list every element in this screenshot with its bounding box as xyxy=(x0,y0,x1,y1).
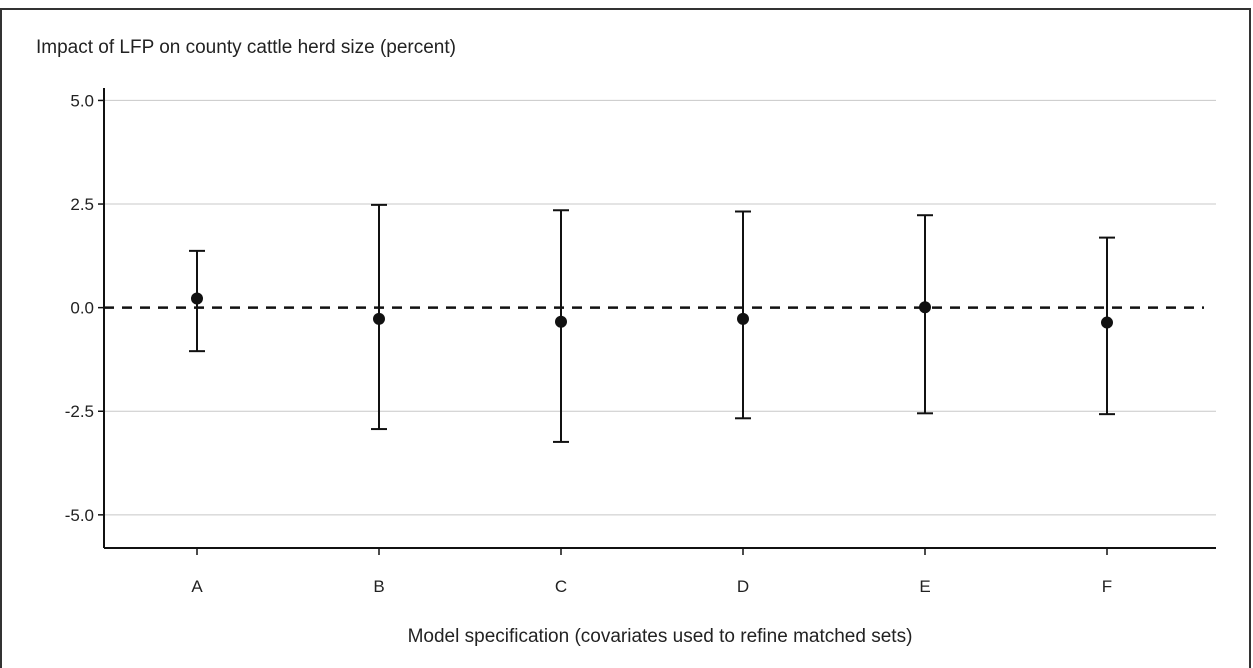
y-tick-label: 5.0 xyxy=(70,91,94,110)
x-tick-label: B xyxy=(373,577,384,596)
y-tick-label: -2.5 xyxy=(65,402,94,421)
x-tick-label: E xyxy=(919,577,930,596)
x-axis-label: Model specification (covariates used to … xyxy=(408,626,913,647)
y-axis-label: Impact of LFP on county cattle herd size… xyxy=(36,37,456,58)
y-tick-label: 2.5 xyxy=(70,195,94,214)
y-tick-label: 0.0 xyxy=(70,299,94,318)
point-estimate-B xyxy=(373,312,385,325)
x-tick-label: D xyxy=(737,577,749,596)
point-estimate-F xyxy=(1101,316,1113,329)
point-estimate-E xyxy=(919,301,931,314)
point-estimate-D xyxy=(737,312,749,325)
y-tick-label: -5.0 xyxy=(65,506,94,525)
x-tick-label: C xyxy=(555,577,567,596)
point-estimate-C xyxy=(555,315,567,328)
x-tick-label: F xyxy=(1102,577,1112,596)
chart-frame xyxy=(0,8,1251,668)
x-tick-label: A xyxy=(191,577,203,596)
point-estimate-A xyxy=(191,292,203,305)
